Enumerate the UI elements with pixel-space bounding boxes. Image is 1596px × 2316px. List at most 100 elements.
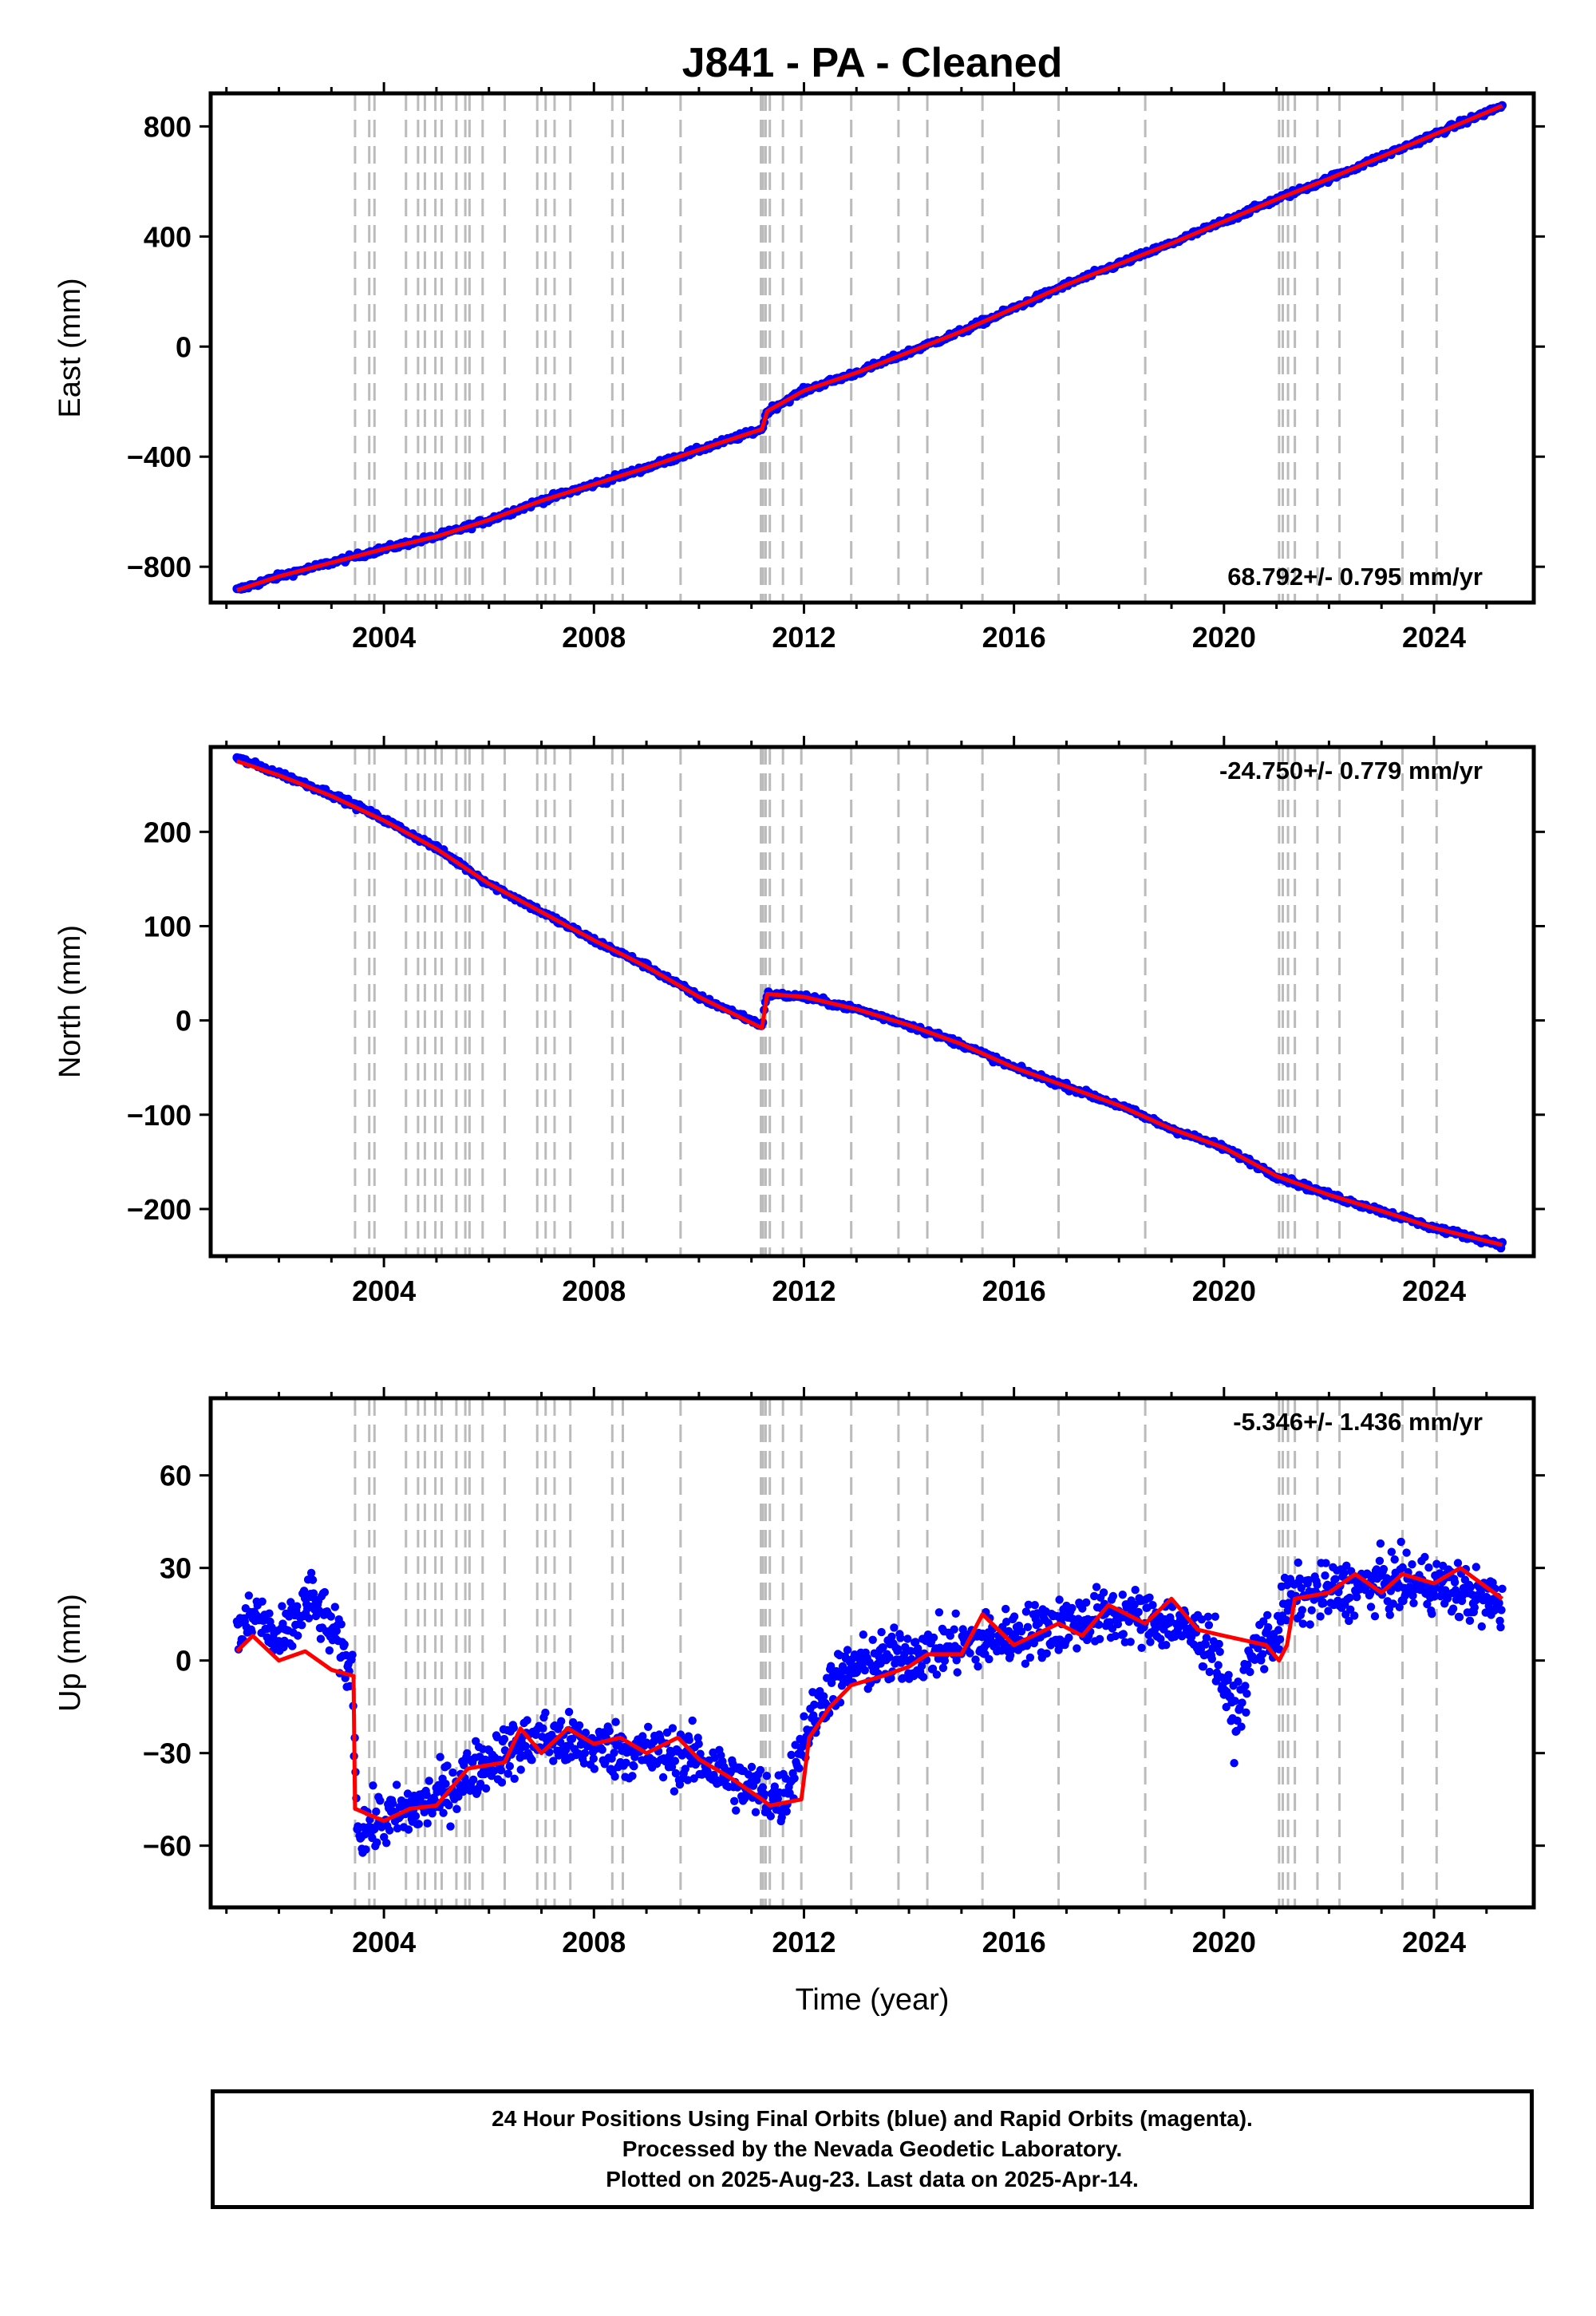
data-point <box>766 1812 775 1820</box>
data-point <box>1004 1626 1013 1636</box>
data-point <box>414 1820 423 1828</box>
data-point <box>1274 1626 1283 1634</box>
data-point <box>1199 1662 1208 1671</box>
data-point <box>622 1758 630 1767</box>
data-point <box>1346 1605 1355 1614</box>
data-point <box>952 1656 961 1665</box>
data-point <box>1243 1660 1252 1670</box>
y-tick-label: −30 <box>143 1737 192 1770</box>
data-point <box>694 1740 703 1749</box>
data-point <box>971 1655 980 1664</box>
data-point <box>316 1634 326 1643</box>
data-point <box>1257 1656 1266 1665</box>
data-point <box>605 1726 614 1736</box>
y-tick-label: −200 <box>127 1193 192 1226</box>
data-point <box>953 1668 962 1677</box>
data-point <box>899 1674 907 1682</box>
data-point <box>1021 1607 1031 1616</box>
figure-title: J841 - PA - Cleaned <box>682 40 1063 86</box>
velocity-rate-label: -5.346+/- 1.436 mm/yr <box>1233 1408 1483 1436</box>
data-point <box>1099 1588 1108 1597</box>
x-tick-label: 2020 <box>1192 621 1256 654</box>
data-point <box>1321 1559 1330 1567</box>
data-point <box>1432 1559 1441 1568</box>
data-point <box>293 1602 302 1611</box>
data-point <box>1453 1559 1463 1567</box>
data-point <box>611 1717 620 1726</box>
model-fit-line <box>236 759 1503 1247</box>
plot-area <box>232 747 1507 1256</box>
data-point <box>879 1643 887 1652</box>
x-tick-label: 2016 <box>982 1275 1046 1307</box>
data-point <box>1408 1560 1416 1569</box>
data-point <box>1126 1638 1135 1646</box>
data-point <box>1197 1615 1207 1624</box>
footer-line-1: 24 Hour Positions Using Final Orbits (bl… <box>492 2106 1253 2131</box>
data-point <box>568 1717 578 1727</box>
data-point <box>1205 1667 1215 1677</box>
data-point <box>539 1724 547 1733</box>
data-point <box>1151 1625 1159 1634</box>
data-point <box>1260 1665 1269 1674</box>
data-point <box>1307 1606 1316 1614</box>
data-point <box>1118 1591 1128 1599</box>
data-point <box>382 1839 391 1848</box>
x-tick-label: 2024 <box>1402 621 1466 654</box>
data-point <box>1298 1606 1307 1614</box>
final-orbit-points <box>232 753 1507 1253</box>
data-point <box>1237 1722 1246 1731</box>
panel-frame <box>208 1396 1536 1910</box>
y-tick-label: 0 <box>176 330 192 363</box>
data-point <box>1282 1616 1291 1625</box>
data-point <box>1345 1593 1354 1603</box>
data-point <box>1241 1682 1250 1690</box>
data-point <box>1119 1630 1128 1638</box>
data-point <box>1497 1606 1506 1614</box>
data-point <box>894 1645 903 1654</box>
data-point <box>369 1781 377 1790</box>
data-point <box>1021 1659 1030 1668</box>
data-point <box>658 1773 668 1782</box>
data-point <box>1295 1574 1305 1583</box>
data-point <box>1372 1565 1381 1574</box>
data-point <box>1111 1631 1120 1641</box>
data-point <box>510 1774 519 1783</box>
data-point <box>1207 1654 1217 1663</box>
data-point <box>1156 1634 1165 1643</box>
data-point <box>1094 1620 1104 1630</box>
model-fit-line <box>236 104 1503 592</box>
data-point <box>1092 1583 1101 1591</box>
data-point <box>688 1716 697 1725</box>
x-tick-label: 2024 <box>1402 1275 1466 1307</box>
y-tick-label: −400 <box>127 441 192 473</box>
data-point <box>1073 1644 1081 1653</box>
data-point <box>598 1745 606 1754</box>
data-point <box>751 1808 760 1816</box>
data-point <box>404 1825 413 1834</box>
data-point <box>710 1753 719 1762</box>
data-point <box>1476 1588 1486 1597</box>
data-point <box>308 1575 318 1584</box>
data-point <box>903 1634 912 1643</box>
data-point <box>1353 1593 1361 1602</box>
data-point <box>1203 1612 1213 1622</box>
up-panel: 2004 2008 2012 2016 2020 2024 −60 −30 0 30 60 Up (m… <box>53 1387 1545 1958</box>
data-point <box>523 1716 531 1725</box>
data-point <box>758 1783 768 1792</box>
velocity-rate-label: -24.750+/- 0.779 mm/yr <box>1219 757 1483 785</box>
data-point <box>974 1662 982 1671</box>
data-point <box>1202 1633 1211 1642</box>
data-point <box>496 1766 506 1775</box>
data-point <box>859 1630 868 1639</box>
data-point <box>671 1769 681 1778</box>
data-point <box>730 1796 739 1805</box>
y-tick-label: 200 <box>144 816 192 848</box>
data-point <box>762 1772 772 1780</box>
data-point <box>693 1733 702 1742</box>
data-point <box>444 1800 453 1810</box>
data-point <box>320 1587 330 1597</box>
data-point <box>630 1762 638 1771</box>
data-point <box>423 1819 432 1828</box>
data-point <box>896 1634 905 1642</box>
y-axis-label: East (mm) <box>53 278 87 417</box>
